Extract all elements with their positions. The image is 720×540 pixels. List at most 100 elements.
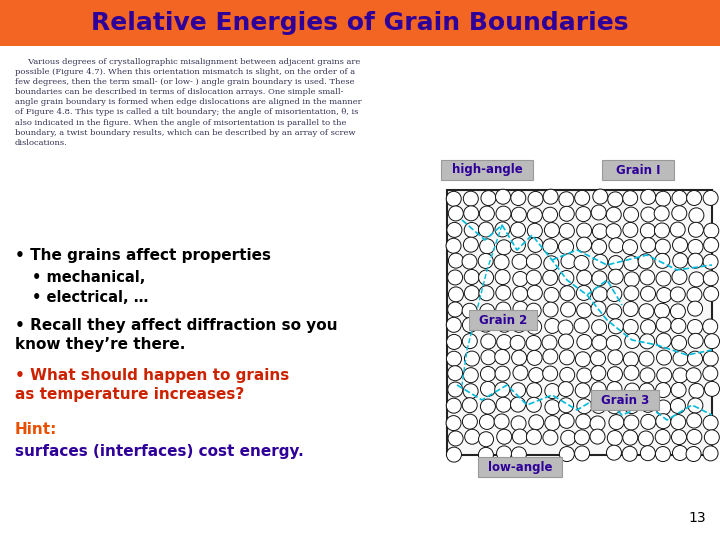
Circle shape [481,334,496,349]
Bar [447,190,712,455]
Circle shape [686,447,701,462]
Circle shape [590,351,606,366]
Circle shape [655,429,670,444]
Circle shape [703,223,719,238]
Circle shape [703,286,719,301]
Circle shape [559,224,575,238]
Circle shape [545,416,560,430]
Circle shape [576,414,591,429]
Circle shape [641,190,656,205]
Circle shape [576,207,591,221]
Text: as temperature increases?: as temperature increases? [15,387,244,402]
Circle shape [686,368,701,383]
Circle shape [670,222,685,237]
Circle shape [689,272,704,287]
Circle shape [703,366,718,381]
Circle shape [462,254,477,269]
Circle shape [672,238,688,253]
Circle shape [607,304,622,319]
Circle shape [480,381,495,396]
Circle shape [688,239,703,254]
Circle shape [576,286,591,300]
Circle shape [638,254,653,269]
Circle shape [704,334,719,349]
Circle shape [670,304,685,319]
Circle shape [688,320,703,334]
Circle shape [703,446,718,461]
Circle shape [687,191,701,206]
Circle shape [623,222,638,238]
Circle shape [577,270,592,285]
Circle shape [448,382,463,397]
Circle shape [544,287,559,302]
Circle shape [657,287,672,302]
Circle shape [577,368,592,383]
Circle shape [543,366,558,381]
Text: Grain 3: Grain 3 [601,394,649,407]
Text: surfaces (interfaces) cost energy.: surfaces (interfaces) cost energy. [15,444,304,459]
Circle shape [607,382,622,396]
Circle shape [510,397,526,412]
Circle shape [545,383,560,399]
Bar [441,160,533,180]
Circle shape [608,269,624,284]
Circle shape [543,239,558,254]
Circle shape [672,446,688,461]
Circle shape [543,189,558,204]
Circle shape [703,191,718,205]
Circle shape [689,383,704,399]
Circle shape [575,446,590,461]
Circle shape [656,271,671,286]
Circle shape [560,286,575,301]
Circle shape [511,318,526,332]
Circle shape [497,429,512,444]
Circle shape [559,413,574,428]
Text: know they’re there.: know they’re there. [15,337,185,352]
Circle shape [607,399,622,414]
Text: Hint:: Hint: [15,422,58,437]
Circle shape [479,286,494,301]
Circle shape [639,334,654,349]
Circle shape [655,447,670,462]
Circle shape [526,383,541,398]
Circle shape [577,303,592,318]
Circle shape [688,253,703,268]
Circle shape [478,222,493,237]
Circle shape [479,431,493,447]
Text: Relative Energies of Grain Boundaries: Relative Energies of Grain Boundaries [91,11,629,35]
Circle shape [624,352,639,367]
Circle shape [577,399,592,414]
Circle shape [513,429,527,444]
Circle shape [448,366,463,381]
Text: high-angle: high-angle [451,164,523,177]
Circle shape [624,286,639,301]
Circle shape [528,368,544,382]
Circle shape [511,207,526,222]
Text: • The grains affect properties: • The grains affect properties [15,248,271,263]
Circle shape [624,301,638,316]
Circle shape [528,415,544,430]
Circle shape [639,383,654,398]
Circle shape [639,303,654,319]
Circle shape [608,319,624,334]
Circle shape [478,447,493,462]
Circle shape [574,318,589,333]
Circle shape [559,239,574,254]
Circle shape [561,430,576,445]
Text: Grain 2: Grain 2 [479,314,527,327]
Circle shape [544,222,559,238]
Circle shape [625,334,640,348]
Circle shape [689,208,704,223]
Circle shape [513,366,528,380]
Circle shape [672,191,687,205]
Circle shape [448,270,463,285]
Circle shape [543,430,558,445]
Circle shape [495,222,510,237]
Circle shape [591,366,606,381]
Circle shape [497,240,511,255]
Circle shape [478,253,493,268]
Circle shape [511,416,526,431]
Circle shape [687,429,702,444]
Circle shape [543,302,558,317]
Circle shape [671,319,686,334]
